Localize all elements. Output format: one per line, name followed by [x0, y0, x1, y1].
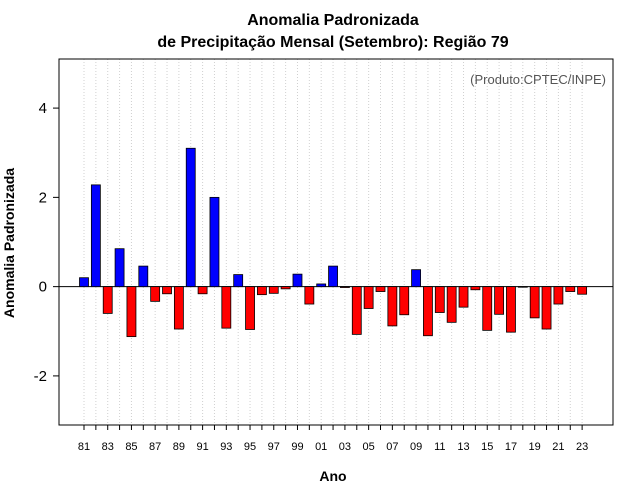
bar-88 [162, 286, 172, 295]
bar-00 [304, 286, 315, 305]
x-tick-label: 23 [576, 441, 588, 453]
bar-16 [494, 286, 505, 315]
bar-96 [256, 286, 267, 296]
bar-21 [553, 286, 564, 305]
bar-99 [292, 273, 303, 288]
x-tick-label: 05 [363, 441, 375, 453]
bar-14 [470, 286, 481, 291]
bar-91 [197, 286, 208, 295]
bar-97 [268, 286, 279, 294]
bar-01 [316, 283, 327, 288]
source-annotation: (Produto:CPTEC/INPE) [470, 72, 606, 87]
x-tick-label: 99 [291, 441, 303, 453]
x-tick-label: 09 [410, 441, 422, 453]
bar-95 [245, 286, 255, 330]
x-tick-label: 03 [339, 441, 351, 453]
x-tick-label: 93 [220, 441, 232, 453]
bar-03 [340, 286, 350, 288]
bar-11 [434, 286, 445, 313]
x-tick-label: 17 [505, 441, 517, 453]
x-tick-label: 13 [457, 441, 469, 453]
x-tick-label: 91 [196, 441, 208, 453]
bar-10 [423, 286, 433, 337]
bar-89 [173, 286, 184, 330]
x-tick-label: 97 [268, 441, 280, 453]
x-tick-label: 21 [552, 441, 564, 453]
bar-18 [517, 286, 528, 288]
x-tick-label: 87 [149, 441, 161, 453]
x-tick-label: 19 [529, 441, 541, 453]
bar-87 [150, 286, 161, 302]
bar-23 [577, 286, 588, 295]
plot-frame [58, 58, 614, 426]
bar-85 [126, 286, 137, 338]
chart-title-line2: de Precipitação Mensal (Setembro): Regiã… [157, 34, 508, 51]
bar-06 [375, 286, 386, 292]
bar-07 [387, 286, 398, 327]
bar-83 [102, 286, 113, 314]
bar-12 [446, 286, 457, 323]
y-tick-label: -2 [34, 368, 47, 385]
x-tick-label: 95 [244, 441, 256, 453]
bar-04 [351, 286, 362, 335]
bar-20 [541, 286, 552, 330]
bar-15 [482, 286, 493, 331]
chart-title-line1: Anomalia Padronizada [247, 12, 419, 29]
x-tick-label: 81 [78, 441, 90, 453]
bar-09 [411, 269, 421, 288]
y-tick-label: 4 [39, 100, 47, 117]
x-axis: 81 83 85 87 89 91 93 95 97 99 01 03 05 07 09 11 13 15 17 19… [78, 425, 588, 453]
y-tick-label: 0 [39, 279, 47, 296]
bar-92 [209, 196, 220, 288]
bar-19 [529, 286, 540, 319]
y-axis: 4 2 0 -2 [34, 100, 59, 385]
bar-98 [280, 286, 291, 290]
bar-02 [328, 265, 338, 288]
bar-86 [138, 265, 149, 288]
x-tick-label: 83 [102, 441, 114, 453]
x-tick-label: 11 [434, 441, 445, 453]
x-tick-label: 15 [481, 441, 493, 453]
x-axis-title: Ano [319, 468, 346, 484]
bar-17 [506, 286, 516, 333]
x-tick-label: 01 [315, 441, 327, 453]
bar-82 [90, 184, 101, 288]
y-tick-label: 2 [39, 189, 47, 206]
x-tick-label: 85 [125, 441, 137, 453]
bar-08 [399, 286, 410, 316]
bars [79, 147, 588, 338]
bar-84 [114, 248, 125, 288]
bar-05 [363, 286, 374, 309]
bar-90 [185, 147, 196, 288]
bar-94 [233, 274, 244, 288]
bar-81 [79, 277, 89, 288]
x-tick-label: 07 [386, 441, 398, 453]
gridlines [83, 59, 583, 425]
bar-13 [458, 286, 469, 308]
bar-93 [221, 286, 232, 329]
y-axis-title: Anomalia Padronizada [1, 168, 17, 318]
x-tick-label: 89 [173, 441, 185, 453]
bar-22 [565, 286, 576, 292]
